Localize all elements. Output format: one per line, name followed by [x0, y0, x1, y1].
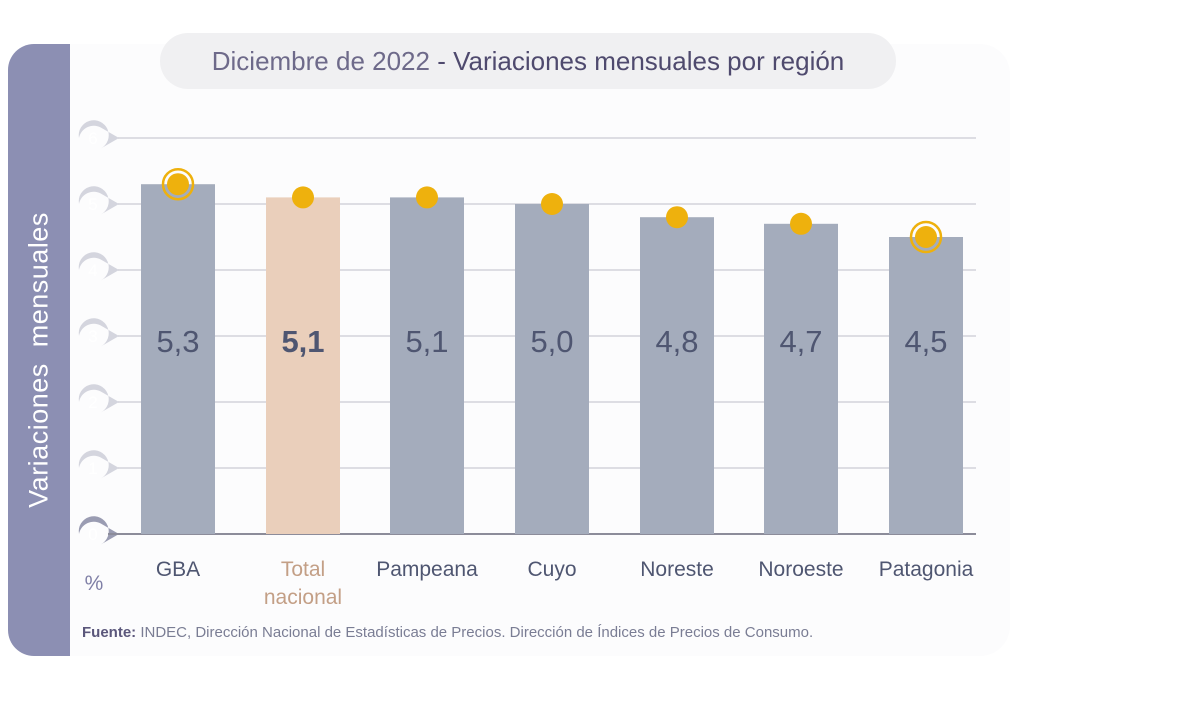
bar-value-label: 4,8: [655, 324, 698, 359]
category-label: Patagonia: [879, 558, 974, 581]
y-tick-badge: [78, 186, 119, 215]
source-note: Fuente: INDEC, Dirección Nacional de Est…: [82, 624, 813, 641]
source-text: INDEC, Dirección Nacional de Estadística…: [136, 624, 814, 641]
value-marker: [167, 173, 189, 196]
bar: [141, 184, 215, 534]
y-axis-label-band: [8, 44, 70, 656]
bar: [640, 217, 714, 534]
category-label: Total: [281, 558, 325, 581]
value-marker: [416, 186, 438, 209]
y-tick-badge: [78, 384, 119, 413]
category-label: nacional: [264, 586, 342, 609]
value-marker: [666, 206, 688, 229]
bar: [390, 197, 464, 534]
value-marker-ring: [909, 220, 943, 254]
chart-title-separator: -: [429, 45, 454, 76]
source-label: Fuente:: [82, 624, 137, 641]
y-tick-label: 1: [88, 459, 97, 478]
y-tick-badge: [78, 120, 119, 149]
y-tick-badge: [78, 252, 119, 281]
bar: [764, 223, 838, 535]
y-tick-label: 0: [88, 525, 97, 544]
chart-title-date: Diciembre de 2022: [211, 45, 430, 76]
value-marker-ring: [161, 167, 195, 201]
bar-value-label: 4,7: [779, 324, 822, 359]
y-tick-label: 6: [88, 129, 97, 148]
bar-value-label: 5,1: [281, 324, 324, 359]
y-tick-label: 4: [88, 261, 97, 280]
bar-value-label: 5,3: [156, 324, 199, 359]
chart-title: Diciembre de 2022 - Variaciones mensuale…: [160, 33, 896, 89]
value-marker: [541, 193, 563, 215]
bar: [266, 197, 340, 534]
y-tick-label: 2: [88, 393, 97, 412]
chart-title-text: Variaciones mensuales por región: [453, 45, 845, 76]
value-marker: [915, 226, 937, 248]
y-tick-badge: [78, 516, 119, 545]
category-label: GBA: [156, 558, 200, 581]
bar-value-label: 4,5: [904, 324, 947, 359]
y-tick-badge: [78, 450, 119, 479]
category-label: Noroeste: [758, 558, 843, 581]
y-tick-label: 3: [88, 327, 97, 346]
y-tick-label: 5: [88, 195, 97, 214]
category-label: Noreste: [640, 558, 714, 581]
y-tick-badge: [78, 318, 119, 347]
category-label: Cuyo: [527, 558, 576, 581]
value-marker: [790, 212, 812, 235]
value-marker: [292, 186, 314, 209]
bar: [515, 204, 589, 534]
category-label: Pampeana: [376, 558, 478, 581]
bar: [889, 237, 963, 534]
unit-label: %: [85, 572, 104, 595]
bar-value-label: 5,0: [530, 324, 573, 359]
bar-value-label: 5,1: [405, 324, 448, 359]
